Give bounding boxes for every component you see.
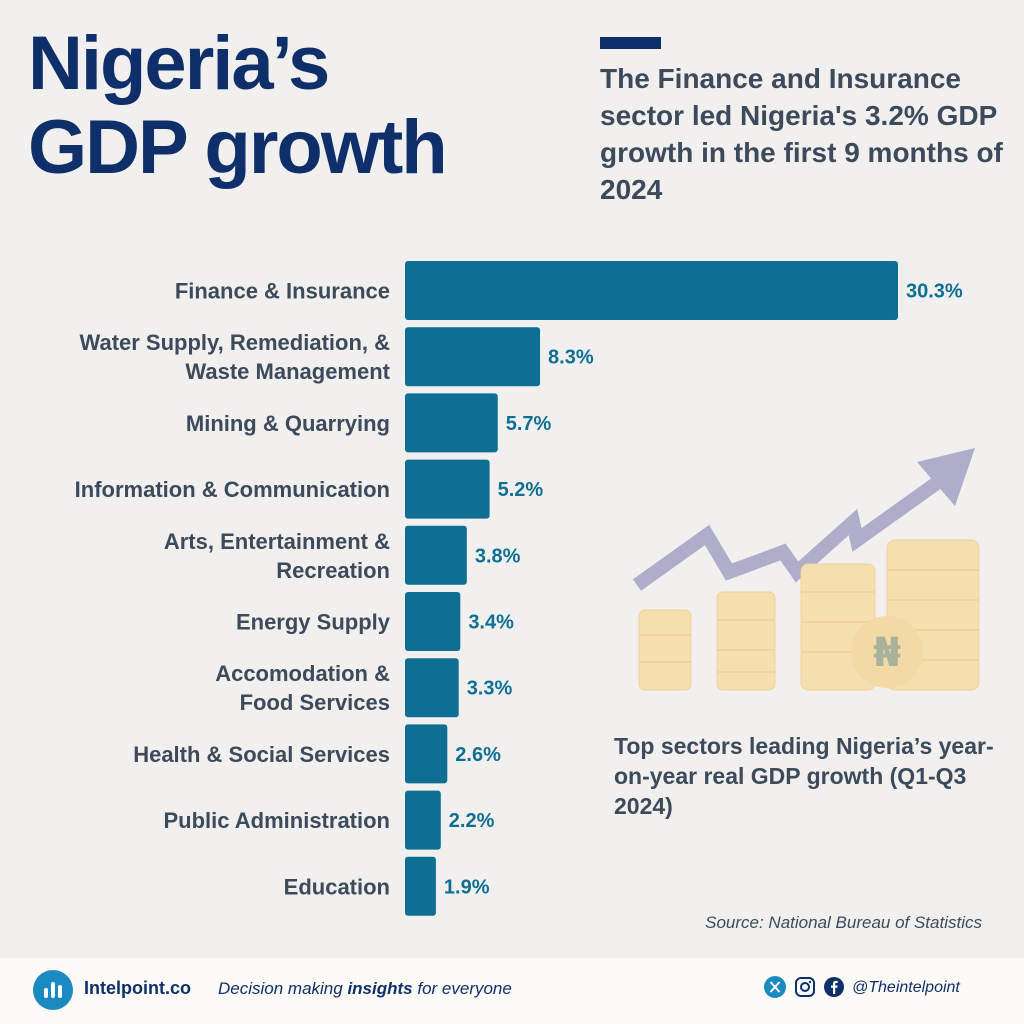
- bar-value-label: 3.8%: [475, 545, 521, 567]
- bar-chart: 30.3% Finance & Insurance 8.3% Water Supply…: [75, 261, 963, 916]
- tagline-bold: insights: [347, 979, 413, 998]
- bar: [405, 790, 441, 850]
- title-line-1: Nigeria’s: [28, 21, 330, 106]
- bar: [405, 459, 490, 519]
- coin-stacks-growth-arrow-icon: ₦: [632, 448, 980, 691]
- bar: [405, 393, 498, 453]
- bar: [405, 724, 448, 784]
- source-note: Source: National Bureau of Statistics: [705, 913, 982, 932]
- bar-value-label: 8.3%: [548, 347, 594, 369]
- naira-symbol: ₦: [873, 630, 901, 676]
- category-label: Arts, Entertainment &: [164, 529, 390, 554]
- category-label: Energy Supply: [236, 610, 391, 635]
- instagram-icon[interactable]: [794, 976, 816, 998]
- footer: Intelpoint.co Decision making insights f…: [0, 958, 1024, 1024]
- tagline: Decision making insights for everyone: [218, 979, 512, 999]
- social-handle[interactable]: @Theintelpoint: [852, 979, 960, 996]
- category-label: Accomodation &: [215, 661, 390, 686]
- bar: [405, 658, 459, 718]
- brand-link[interactable]: Intelpoint.co: [84, 978, 191, 998]
- subtitle: The Finance and Insurance sector led Nig…: [600, 63, 1003, 205]
- intelpoint-logo-icon[interactable]: [33, 970, 73, 1010]
- bar-value-label: 3.4%: [468, 612, 514, 634]
- category-label: Public Administration: [163, 808, 390, 833]
- category-label: Food Services: [240, 690, 390, 715]
- bar: [405, 261, 898, 320]
- category-label: Waste Management: [185, 359, 390, 384]
- category-label: Finance & Insurance: [175, 279, 390, 304]
- tagline-pre: Decision making: [218, 979, 348, 998]
- category-label: Information & Communication: [75, 477, 390, 502]
- page-title: Nigeria’s GDP growth: [28, 21, 448, 190]
- category-label: Water Supply, Remediation, &: [80, 330, 391, 355]
- facebook-icon[interactable]: [823, 976, 845, 998]
- bar-value-label: 5.2%: [498, 479, 544, 501]
- bar: [405, 856, 436, 916]
- x-icon[interactable]: [764, 976, 786, 998]
- bar: [405, 327, 541, 387]
- bar-value-label: 1.9%: [444, 876, 490, 898]
- bar: [405, 592, 461, 651]
- category-label: Mining & Quarrying: [186, 411, 390, 436]
- bar-value-label: 30.3%: [906, 281, 963, 303]
- category-label: Health & Social Services: [133, 742, 390, 767]
- bar-value-label: 5.7%: [506, 413, 552, 435]
- chart-caption: Top sectors leading Nigeria’s year-on-ye…: [614, 733, 994, 819]
- bar-value-label: 2.2%: [449, 810, 495, 832]
- tagline-post: for everyone: [412, 979, 512, 998]
- bar-value-label: 3.3%: [467, 678, 513, 700]
- title-line-2: GDP growth: [28, 105, 448, 190]
- bar: [405, 525, 467, 585]
- category-label: Education: [284, 874, 390, 899]
- category-label: Recreation: [276, 558, 390, 583]
- bar-value-label: 2.6%: [455, 744, 501, 766]
- subtitle-accent-bar: [600, 37, 661, 49]
